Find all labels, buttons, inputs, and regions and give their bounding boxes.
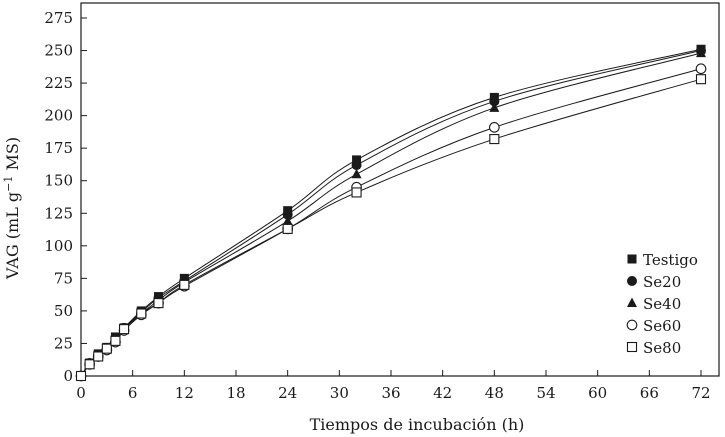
y-axis-ticks: 0 25 50 75 100 125 150 175 200 225 250 275 — [44, 9, 87, 385]
legend-marker-se80 — [626, 341, 638, 353]
series-line-se60 — [80, 68, 702, 377]
y-axis-label-tail: MS) — [3, 137, 22, 176]
legend-marker-se60 — [626, 319, 638, 331]
data-point-se80 — [136, 308, 147, 319]
y-tick-label: 150 — [44, 172, 73, 190]
x-axis-label: Tiempos de incubación (h) — [310, 415, 525, 434]
data-point-testigo — [352, 155, 362, 165]
legend-marker-testigo — [627, 254, 637, 264]
series-markers — [75, 44, 707, 382]
x-tick-label: 48 — [485, 384, 504, 402]
x-tick-label: 42 — [433, 384, 452, 402]
data-point-se80 — [489, 134, 500, 145]
y-tick-label: 75 — [54, 269, 73, 287]
y-tick-label: 125 — [44, 204, 73, 222]
y-tick-label: 0 — [63, 367, 73, 385]
y-tick-label: 50 — [54, 302, 73, 320]
legend-label-testigo: Testigo — [643, 251, 698, 269]
y-tick-label: 225 — [44, 74, 73, 92]
legend-marker-se20 — [627, 276, 637, 286]
series-line-se40 — [80, 52, 702, 377]
data-point-se40 — [282, 215, 293, 226]
data-point-se20 — [489, 96, 500, 107]
data-point-se40 — [351, 168, 362, 179]
data-point-se80 — [84, 359, 95, 370]
data-point-se80 — [179, 279, 190, 290]
data-point-se80 — [119, 324, 130, 335]
legend-label-se40: Se40 — [643, 295, 681, 313]
series-line-se20 — [80, 50, 702, 377]
y-tick-label: 250 — [44, 42, 73, 60]
x-tick-label: 36 — [381, 384, 400, 402]
legend: Testigo Se20 Se40 Se60 Se80 — [626, 251, 698, 357]
plot-frame — [80, 2, 720, 377]
legend-label-se80: Se80 — [643, 339, 681, 357]
data-point-se80 — [282, 223, 293, 234]
x-tick-label: 54 — [536, 384, 555, 402]
data-point-se80 — [110, 335, 121, 346]
data-point-se80 — [153, 298, 164, 309]
data-point-se40 — [696, 47, 706, 58]
x-tick-label: 0 — [76, 384, 86, 402]
y-axis-label-superscript: −1 — [2, 176, 15, 192]
x-tick-label: 18 — [226, 384, 245, 402]
x-tick-label: 12 — [175, 384, 194, 402]
series-line-testigo — [80, 48, 702, 377]
data-point-se40 — [489, 102, 500, 112]
data-point-se60 — [488, 122, 500, 133]
legend-marker-se40 — [627, 297, 637, 307]
y-tick-label: 175 — [44, 139, 73, 157]
x-axis-ticks: 0 6 12 18 24 30 36 42 48 54 60 66 72 — [76, 370, 711, 402]
y-tick-label: 100 — [44, 237, 73, 255]
y-tick-label: 275 — [44, 9, 73, 27]
data-point-se80 — [75, 370, 87, 382]
legend-label-se20: Se20 — [643, 273, 681, 291]
series-lines — [80, 48, 702, 377]
legend-label-se60: Se60 — [643, 317, 681, 335]
data-point-se80 — [101, 343, 112, 354]
x-tick-label: 6 — [128, 384, 138, 402]
x-tick-label: 30 — [330, 384, 349, 402]
data-point-se20 — [282, 209, 293, 220]
data-point-se80 — [93, 351, 104, 362]
y-tick-label: 25 — [54, 334, 73, 352]
x-tick-label: 66 — [640, 384, 659, 402]
data-point-se20 — [351, 160, 362, 171]
data-point-se80 — [695, 74, 707, 85]
x-tick-label: 24 — [278, 384, 297, 402]
y-tick-label: 200 — [44, 107, 73, 125]
y-axis-label-main: VAG (mL g — [3, 192, 22, 280]
data-point-se80 — [351, 187, 362, 198]
y-axis-label: VAG (mL g−1 MS) — [2, 137, 22, 280]
data-point-se60 — [695, 63, 707, 75]
x-tick-label: 72 — [691, 384, 710, 402]
x-tick-label: 60 — [588, 384, 607, 402]
series-line-se80 — [80, 78, 702, 377]
